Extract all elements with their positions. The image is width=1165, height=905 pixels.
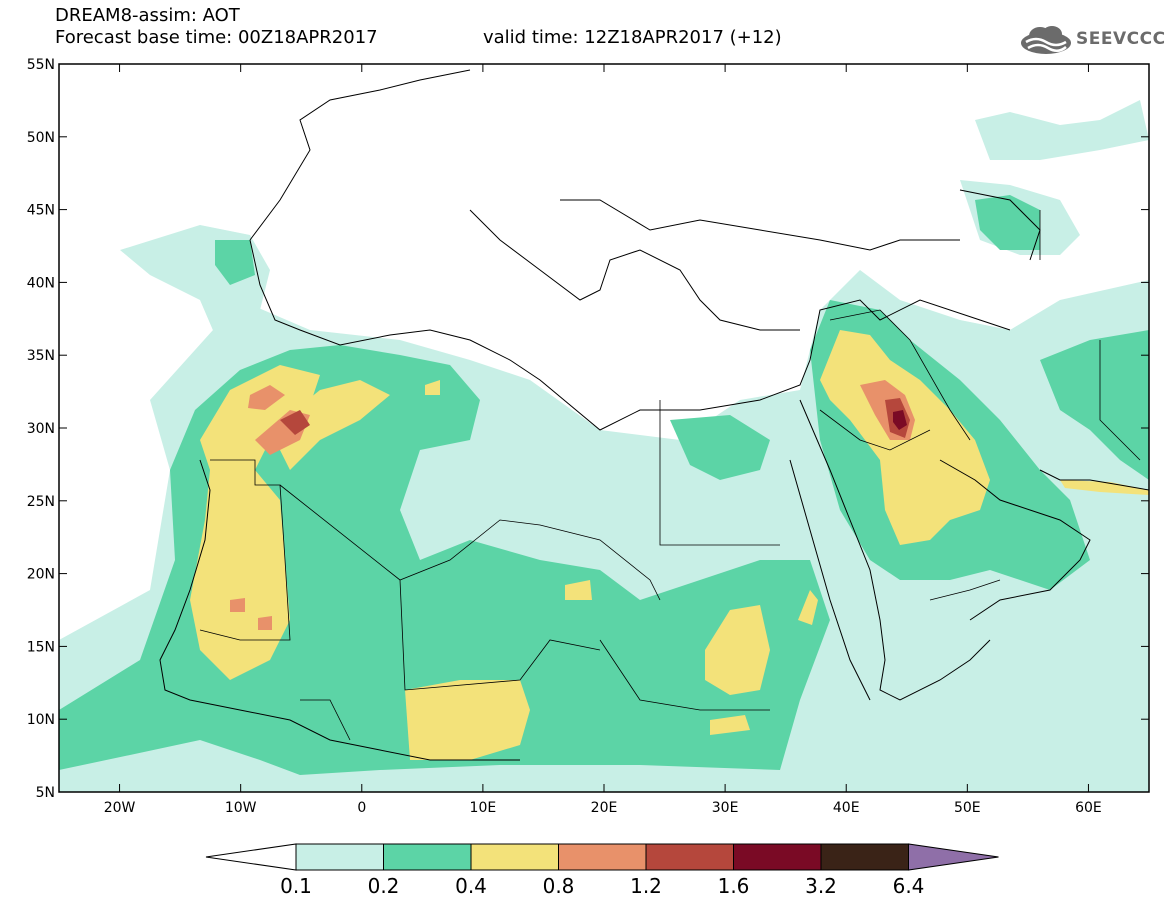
colorbar xyxy=(205,843,999,871)
lat-label: 35N xyxy=(27,348,55,364)
colorbar-segment xyxy=(383,843,472,871)
colorbar-segment xyxy=(645,843,734,871)
lat-label: 50N xyxy=(27,130,55,146)
lon-label: 40E xyxy=(833,800,860,816)
colorbar-level-label: 0.2 xyxy=(367,874,400,898)
lon-label: 20W xyxy=(104,800,136,816)
colorbar-level-label: 6.4 xyxy=(892,874,925,898)
axis-ticks xyxy=(59,63,1149,793)
lon-label: 20E xyxy=(591,800,618,816)
borders xyxy=(199,210,1141,741)
colorbar-left-arrow xyxy=(205,843,297,871)
lat-label: 25N xyxy=(27,494,55,510)
colorbar-level-label: 0.4 xyxy=(455,874,487,898)
lon-label: 30E xyxy=(712,800,739,816)
colorbar-segment xyxy=(295,843,384,871)
lat-label: 40N xyxy=(27,275,55,291)
lat-label: 20N xyxy=(27,567,55,583)
lat-label: 55N xyxy=(27,57,55,73)
forecast-base-time: Forecast base time: 00Z18APR2017 xyxy=(55,27,378,48)
seevccc-logo: SEEVCCC xyxy=(1018,24,1165,56)
colorbar-level-label: 0.1 xyxy=(280,874,312,898)
cloud-icon xyxy=(1021,26,1071,54)
lat-label: 15N xyxy=(27,639,55,655)
valid-time: valid time: 12Z18APR2017 (+12) xyxy=(483,27,782,48)
map-title: DREAM8-assim: AOT xyxy=(55,5,240,26)
colorbar-level-label: 3.2 xyxy=(805,874,837,898)
lon-label: 60E xyxy=(1075,800,1102,816)
latitude-labels: 5N 10N 15N 20N 25N 30N 35N 40N 45N 50N 55N xyxy=(27,57,55,801)
colorbar-segment xyxy=(733,843,822,871)
colorbar-level-label: 1.2 xyxy=(630,874,662,898)
lat-label: 30N xyxy=(27,421,55,437)
colorbar-right-arrow xyxy=(908,843,999,871)
colorbar-segment xyxy=(820,843,909,871)
aot-field xyxy=(59,100,1149,792)
colorbar-level-label: 0.8 xyxy=(542,874,575,898)
colorbar-segment xyxy=(470,843,559,871)
longitude-labels: 20W 10W 0 10E 20E 30E 40E 50E 60E xyxy=(104,800,1102,816)
lat-label: 45N xyxy=(27,203,55,219)
lon-label: 10E xyxy=(470,800,497,816)
lon-label: 0 xyxy=(357,800,366,816)
lon-label: 50E xyxy=(954,800,981,816)
colorbar-level-label: 1.6 xyxy=(717,874,750,898)
lon-label: 10W xyxy=(225,800,257,816)
coastlines xyxy=(159,69,1149,761)
lat-label: 10N xyxy=(27,712,55,728)
colorbar-segment xyxy=(558,843,647,871)
lat-label: 5N xyxy=(36,785,55,801)
